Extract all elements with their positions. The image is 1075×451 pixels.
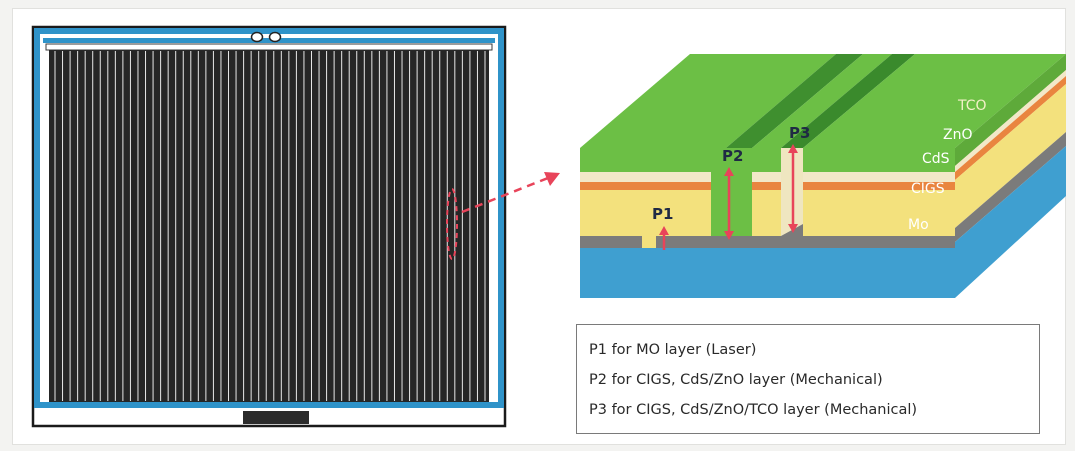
front-zno-left xyxy=(580,172,726,182)
tco-top-right xyxy=(803,54,1066,148)
module-top-view xyxy=(31,25,507,428)
legend-item-p3: P3 for CIGS, CdS/ZnO/TCO layer (Mechanic… xyxy=(589,402,918,418)
front-cds-mid xyxy=(752,182,781,190)
layer-label-cigs: CIGS xyxy=(911,181,945,197)
layer-label-tco: TCO xyxy=(957,98,987,114)
front-tco xyxy=(580,148,955,172)
side-cigs xyxy=(955,84,1066,228)
legend-item-p1: P1 for MO layer (Laser) xyxy=(589,342,757,358)
p2-arrow-head-bottom xyxy=(724,231,734,240)
connector-hole-right xyxy=(268,31,282,43)
module-cell-area xyxy=(49,50,489,402)
p1-arrow-head xyxy=(659,226,669,235)
p1-label: P1 xyxy=(652,205,673,223)
scribe-arrows xyxy=(659,144,798,250)
p3-label: P3 xyxy=(789,124,810,142)
tco-top-mid xyxy=(752,54,892,148)
connector-hole-left xyxy=(250,31,264,43)
layer-label-cds: CdS xyxy=(922,151,950,167)
module-top-bus xyxy=(45,43,493,51)
front-cds-right xyxy=(803,182,955,190)
side-zno xyxy=(955,70,1066,172)
p2-label: P2 xyxy=(722,147,743,165)
front-substrate xyxy=(580,248,955,298)
legend-item-p2: P2 for CIGS, CdS/ZnO layer (Mechanical) xyxy=(589,372,883,388)
layer-label-mo: Mo xyxy=(908,217,929,233)
p2-groove-top xyxy=(726,54,863,148)
p2-groove-fill xyxy=(711,148,752,236)
module-top-bar xyxy=(43,38,495,43)
front-zno-right xyxy=(803,172,955,182)
zoom-indicator xyxy=(446,172,560,260)
diagram-labels: P1 P2 P3 TCO ZnO CdS CIGS Mo xyxy=(652,98,987,233)
layer-label-zno: ZnO xyxy=(943,127,972,143)
front-cds-left xyxy=(580,182,726,190)
p3-groove-top xyxy=(781,54,915,148)
p2-arrow-head-top xyxy=(724,167,734,176)
side-substrate xyxy=(955,146,1066,298)
zoom-region-ellipse xyxy=(446,188,458,260)
zoom-dashed-arrow xyxy=(461,176,549,214)
p1-fill xyxy=(642,230,656,248)
p3-arrow-head-top xyxy=(788,144,798,153)
zoom-arrowhead xyxy=(544,172,560,186)
front-cigs-left xyxy=(580,190,726,236)
p3-arrow-head-bottom xyxy=(788,224,798,233)
front-zno-mid xyxy=(752,172,781,182)
side-cds xyxy=(955,76,1066,180)
scribe-legend: P1 for MO layer (Laser) P2 for CIGS, CdS… xyxy=(576,324,1040,434)
side-tco xyxy=(955,54,1066,166)
front-mo-right xyxy=(656,236,955,248)
front-cigs-right xyxy=(803,190,955,236)
cell-scribe-lines xyxy=(54,51,486,401)
side-mo xyxy=(955,132,1066,242)
front-cigs-mid xyxy=(752,190,781,236)
junction-box xyxy=(243,411,309,424)
cross-section-3d xyxy=(580,54,1066,298)
front-mo-left xyxy=(580,236,642,248)
tco-top-left xyxy=(580,54,836,148)
